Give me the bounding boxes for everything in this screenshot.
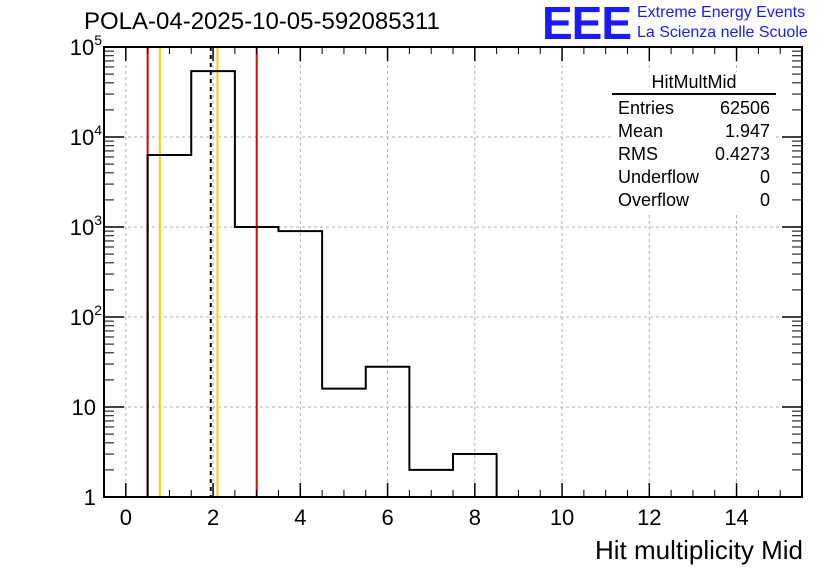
x-tick-labels: 0 2 4 6 8 10 12 14 — [120, 505, 749, 530]
stats-value: 62506 — [719, 98, 770, 118]
stats-title: HitMultMid — [612, 72, 776, 95]
x-tick-label: 12 — [637, 505, 661, 530]
y-tick-label: 1 — [84, 485, 96, 510]
y-tick-label: 105 — [70, 32, 102, 60]
x-tick-label: 2 — [207, 505, 219, 530]
y-tick-exponent: 5 — [94, 32, 102, 48]
y-tick-label: 102 — [70, 302, 102, 330]
chart-title: POLA-04-2025-10-05-592085311 — [84, 8, 440, 35]
y-tick-label: 103 — [70, 212, 102, 240]
stats-value: 0.4273 — [714, 144, 770, 164]
stats-value: 0 — [759, 190, 770, 210]
axis-ticks — [103, 46, 803, 498]
y-tick-exponent: 2 — [94, 302, 102, 318]
stats-rows: Entries 62506 Mean 1.947 RMS 0.4273 Underflow 0… — [612, 97, 776, 212]
y-tick-label: 10 — [72, 395, 96, 420]
x-tick-label: 14 — [724, 505, 748, 530]
histogram-line — [146, 70, 498, 497]
stats-row: Entries 62506 — [612, 97, 776, 120]
x-tick-label: 10 — [550, 505, 574, 530]
stats-row: Underflow 0 — [612, 166, 776, 189]
stats-value: 1.947 — [724, 121, 770, 141]
x-tick-label: 0 — [120, 505, 132, 530]
logo-line-2: La Scienza nelle Scuole — [637, 24, 808, 41]
y-tick-label: 104 — [70, 122, 102, 150]
logo-line-1: Extreme Energy Events — [637, 4, 806, 21]
stats-label: RMS — [618, 144, 658, 164]
x-axis-label: Hit multiplicity Mid — [594, 535, 803, 565]
marker-lines — [146, 47, 258, 497]
stats-row: Mean 1.947 — [612, 120, 776, 143]
grid — [104, 47, 802, 497]
y-tick-labels: 1 10 102 103 104 105 — [70, 32, 102, 510]
x-tick-label: 8 — [469, 505, 481, 530]
eee-logo: EEE — [542, 0, 632, 49]
stats-box: HitMultMid Entries 62506 Mean 1.947 RMS 0.427… — [612, 72, 776, 212]
y-tick-exponent: 4 — [94, 122, 102, 138]
stats-label: Mean — [618, 121, 664, 141]
stats-value: 0 — [759, 167, 770, 187]
stats-row: Overflow 0 — [612, 189, 776, 212]
stats-label: Overflow — [618, 190, 690, 210]
stats-label: Underflow — [618, 167, 700, 187]
y-tick-exponent: 3 — [94, 212, 102, 228]
stats-label: Entries — [618, 98, 675, 118]
stats-row: RMS 0.4273 — [612, 143, 776, 166]
x-tick-label: 4 — [294, 505, 306, 530]
x-tick-label: 6 — [381, 505, 393, 530]
